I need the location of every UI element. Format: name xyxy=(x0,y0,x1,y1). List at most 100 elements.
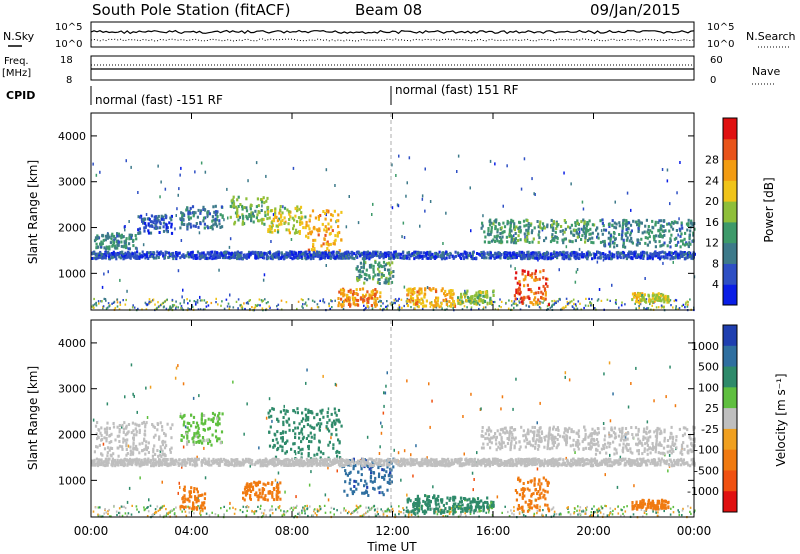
colorbar-swatch xyxy=(723,284,737,306)
data-cell xyxy=(128,253,132,257)
data-cell xyxy=(366,302,368,305)
data-cell xyxy=(282,430,285,434)
data-cell xyxy=(312,242,315,246)
data-cell xyxy=(527,273,530,277)
data-cell xyxy=(118,308,121,311)
data-cell xyxy=(164,253,167,257)
data-cell xyxy=(513,506,515,509)
data-cell xyxy=(373,254,376,257)
data-cell xyxy=(655,254,658,258)
data-cell xyxy=(627,255,630,259)
data-cell xyxy=(625,257,628,261)
data-cell xyxy=(574,280,577,284)
data-cell xyxy=(635,243,638,247)
data-cell xyxy=(155,256,158,260)
data-cell xyxy=(146,446,149,450)
data-cell xyxy=(92,252,95,255)
data-cell xyxy=(204,421,207,425)
data-cell xyxy=(682,253,686,257)
data-cell xyxy=(263,251,266,255)
data-cell xyxy=(203,226,206,230)
data-cell xyxy=(236,207,239,211)
data-cell xyxy=(245,302,248,305)
data-cell xyxy=(215,255,218,259)
data-cell xyxy=(611,224,614,228)
data-cell xyxy=(583,221,586,225)
data-cell xyxy=(392,256,395,260)
data-cell xyxy=(493,220,495,224)
data-cell xyxy=(124,246,128,250)
data-cell xyxy=(279,444,282,448)
data-cell xyxy=(533,278,536,282)
data-cell xyxy=(156,428,159,432)
data-cell xyxy=(411,292,414,296)
data-cell xyxy=(633,254,636,258)
data-cell xyxy=(260,209,263,212)
data-cell xyxy=(170,214,173,218)
data-cell xyxy=(324,212,327,215)
data-cell xyxy=(358,275,361,279)
data-cell xyxy=(196,506,199,510)
colorbar-tick-label: 12 xyxy=(705,237,719,250)
data-cell xyxy=(139,215,142,219)
data-cell xyxy=(411,297,415,301)
data-cell xyxy=(451,293,454,297)
data-cell xyxy=(192,415,196,419)
data-cell xyxy=(689,242,692,246)
data-cell xyxy=(336,509,338,512)
data-cell xyxy=(352,511,354,514)
data-cell xyxy=(97,245,100,249)
data-cell xyxy=(132,244,135,248)
data-cell xyxy=(109,453,112,457)
data-cell xyxy=(337,213,340,217)
data-cell xyxy=(150,252,153,256)
data-cell xyxy=(321,251,324,255)
data-cell xyxy=(189,490,192,494)
data-cell xyxy=(218,411,221,415)
data-cell xyxy=(372,275,375,279)
data-cell xyxy=(144,444,148,448)
data-cell xyxy=(406,302,408,305)
data-cell xyxy=(191,205,195,209)
data-cell xyxy=(213,210,216,214)
data-cell xyxy=(525,304,528,307)
data-cell xyxy=(214,220,217,224)
data-cell xyxy=(231,254,234,258)
data-cell xyxy=(662,225,665,228)
data-cell xyxy=(306,507,309,510)
data-cell xyxy=(112,252,115,256)
data-cell xyxy=(294,251,297,255)
data-cell xyxy=(348,195,350,198)
data-cell xyxy=(242,505,245,508)
data-cell xyxy=(233,220,237,224)
data-cell xyxy=(282,205,284,209)
data-cell xyxy=(500,226,503,230)
data-cell xyxy=(604,473,606,477)
data-cell xyxy=(95,254,98,258)
data-cell xyxy=(452,306,454,310)
data-cell xyxy=(630,382,632,385)
data-cell xyxy=(357,506,360,509)
data-cell xyxy=(145,386,147,390)
data-cell xyxy=(135,505,138,508)
data-cell xyxy=(232,204,235,208)
data-cell xyxy=(273,488,276,491)
data-cell xyxy=(180,166,182,170)
data-cell xyxy=(127,250,130,254)
data-cell xyxy=(438,250,441,254)
data-cell xyxy=(106,235,109,239)
data-cell xyxy=(323,504,326,507)
data-cell xyxy=(126,289,128,293)
data-cell xyxy=(292,506,295,509)
data-cell xyxy=(484,290,487,294)
data-cell xyxy=(651,294,654,298)
data-cell xyxy=(177,491,179,495)
data-cell xyxy=(191,250,194,254)
data-cell xyxy=(653,238,656,242)
data-cell xyxy=(426,456,428,460)
data-cell xyxy=(189,211,192,215)
data-cell xyxy=(397,299,399,302)
data-cell xyxy=(641,292,644,296)
data-cell xyxy=(342,307,345,310)
data-cell xyxy=(585,227,588,231)
